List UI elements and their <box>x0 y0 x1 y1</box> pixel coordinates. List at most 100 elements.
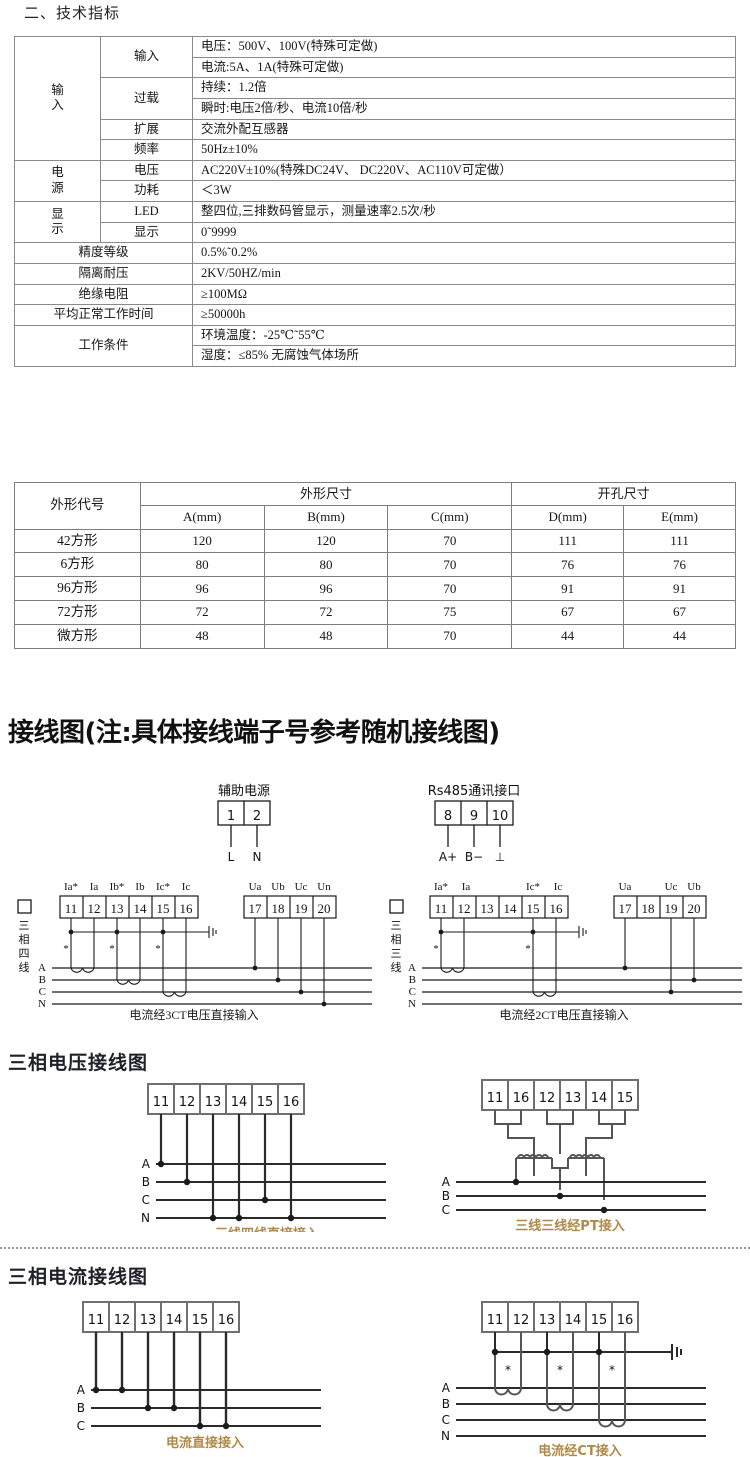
spec-row-value: ≥50000h <box>192 304 736 326</box>
phase-label: N <box>408 998 416 1010</box>
spec-row-value: 环境温度：-25℃˜55℃ <box>192 324 736 347</box>
side-label-char: 三 <box>19 920 30 932</box>
diagram-caption: 三线三线经PT接入 <box>515 1218 624 1233</box>
dim-cell: 48 <box>263 624 389 649</box>
rs485-pin-B: B− <box>465 850 483 864</box>
ct-top-label: Ia* <box>64 881 78 893</box>
u-top-label: Ua <box>619 881 632 893</box>
dim-col-b: B(mm) <box>263 505 389 530</box>
ct-terminal: 14 <box>504 901 518 916</box>
spec-row-value: AC220V±10%(特殊DC24V、 DC220V、AC110V可定做） <box>192 159 736 182</box>
v-terminal: 14 <box>591 1091 608 1106</box>
phase-label: A <box>442 1175 451 1189</box>
dim-cell: 80 <box>139 552 265 578</box>
dim-cell: 96 <box>263 576 389 602</box>
table-row: 工作条件 环境温度：-25℃˜55℃ <box>14 324 736 368</box>
dim-row-code: 微方形 <box>14 624 141 649</box>
dim-corner-header: 外形代号 <box>14 482 141 530</box>
phase-label: C <box>442 1413 450 1427</box>
side-label-char: 线 <box>391 960 402 974</box>
spec-row-value: ＜3W <box>192 180 736 202</box>
phase-label: N <box>141 1211 150 1225</box>
u-top-label: Uc <box>665 881 678 893</box>
dim-cell: 120 <box>263 528 389 554</box>
spec-row-label: 频率 <box>100 139 193 161</box>
rs485-pin-A: A+ <box>439 850 457 864</box>
u-terminal: 19 <box>295 901 308 916</box>
u-top-label: Ua <box>249 881 262 893</box>
v-terminal: 13 <box>565 1091 582 1106</box>
spec-row-label: 过载 <box>100 77 193 120</box>
aux-power-and-rs485-diagram: 辅助电源 1 2 L N Rs485通讯接口 8 9 10 A+ B− ⊥ <box>190 775 550 875</box>
spec-row-value: 整四位,三排数码管显示，测量速率2.5次/秒 <box>192 201 736 223</box>
table-row: 微方形 48 48 70 44 44 <box>14 624 736 649</box>
dim-cell: 91 <box>623 576 736 602</box>
dim-cell: 76 <box>511 552 625 578</box>
current-ct-diagram: 11 12 13 14 15 16 A B C N <box>420 1300 740 1457</box>
dim-cell: 91 <box>511 576 625 602</box>
table-header-row: 外形代号 外形尺寸 开孔尺寸 <box>14 481 736 530</box>
current-section-heading: 三相电流接线图 <box>8 1266 149 1288</box>
ct-terminal: 12 <box>458 901 471 916</box>
specifications-table: 输 入 输入 电压：500V、100V(特殊可定做) 电流:5A、1A(特殊可定… <box>14 35 736 368</box>
side-label-char: 相 <box>19 933 30 946</box>
c-terminal: 13 <box>539 1313 556 1328</box>
square-icon <box>17 899 32 914</box>
dim-cell: 80 <box>263 552 389 578</box>
table-row: 平均正常工作时间 ≥50000h <box>14 304 736 326</box>
dim-cell: 120 <box>139 528 265 554</box>
ct-top-label: Ic* <box>156 881 170 893</box>
dim-cell: 70 <box>387 576 513 602</box>
polarity-star: * <box>557 1363 563 1377</box>
spec-group-label-input: 输 入 <box>14 36 101 161</box>
c-terminal: 14 <box>565 1313 582 1328</box>
ct-top-label: Ic <box>554 881 563 893</box>
table-row: 扩展 交流外配互感器 <box>15 118 736 141</box>
square-icon <box>389 899 404 914</box>
u-terminal: 17 <box>619 901 633 916</box>
polarity-star: * <box>505 1363 511 1377</box>
table-row: 显示 0˜9999 <box>15 221 736 244</box>
v-terminal: 15 <box>617 1091 634 1106</box>
v-terminal: 16 <box>513 1091 530 1106</box>
table-row: 6方形 80 80 70 76 76 <box>14 552 736 578</box>
u-top-label: Uc <box>295 881 308 893</box>
phase-label: A <box>142 1157 151 1171</box>
phase-label: A <box>77 1383 86 1397</box>
u-terminal: 18 <box>272 901 285 916</box>
table-row: 输 入 输入 电压：500V、100V(特殊可定做) <box>14 35 736 161</box>
table-header-row: A(mm) B(mm) C(mm) D(mm) E(mm) <box>15 505 736 530</box>
ct-terminal: 13 <box>481 901 494 916</box>
dim-cell: 70 <box>387 624 513 649</box>
polarity-star: * <box>433 943 439 955</box>
dim-cell: 70 <box>387 528 513 554</box>
ct-terminal: 11 <box>65 901 78 916</box>
spec-row-value: 0˜9999 <box>192 221 736 244</box>
spec-row-label: 平均正常工作时间 <box>14 304 193 326</box>
c-terminal: 16 <box>218 1313 235 1328</box>
diagram-caption: 电流经2CT电压直接输入 <box>499 1007 628 1022</box>
dim-col-e: E(mm) <box>623 505 736 530</box>
u-terminal: 20 <box>318 901 331 916</box>
polarity-star: * <box>609 1363 615 1377</box>
ct-top-label: Ic* <box>526 881 540 893</box>
dim-row-code: 96方形 <box>14 576 141 602</box>
v-terminal: 15 <box>257 1095 274 1110</box>
ct-terminal: 12 <box>88 901 101 916</box>
aux-pin-L: L <box>228 850 235 864</box>
dim-col-d: D(mm) <box>511 505 625 530</box>
c-terminal: 12 <box>513 1313 530 1328</box>
ct-top-label: Ib <box>135 881 145 893</box>
spec-row-label: 扩展 <box>100 118 193 141</box>
spec-row-label: 精度等级 <box>14 242 193 264</box>
dim-cell: 111 <box>511 528 625 554</box>
spec-row-value: 0.5%˜0.2% <box>192 242 736 264</box>
dimensions-table: 外形代号 外形尺寸 开孔尺寸 A(mm) B(mm) C(mm) D(mm) E… <box>14 481 736 649</box>
phase-label: B <box>409 974 416 986</box>
ct-terminal: 13 <box>111 901 124 916</box>
u-terminal: 19 <box>665 901 678 916</box>
dim-cell: 72 <box>139 600 265 625</box>
table-row: 功耗 ＜3W <box>15 180 736 202</box>
diagram-caption: 三线四线直接接入 <box>215 1226 319 1232</box>
c-terminal: 13 <box>140 1313 157 1328</box>
